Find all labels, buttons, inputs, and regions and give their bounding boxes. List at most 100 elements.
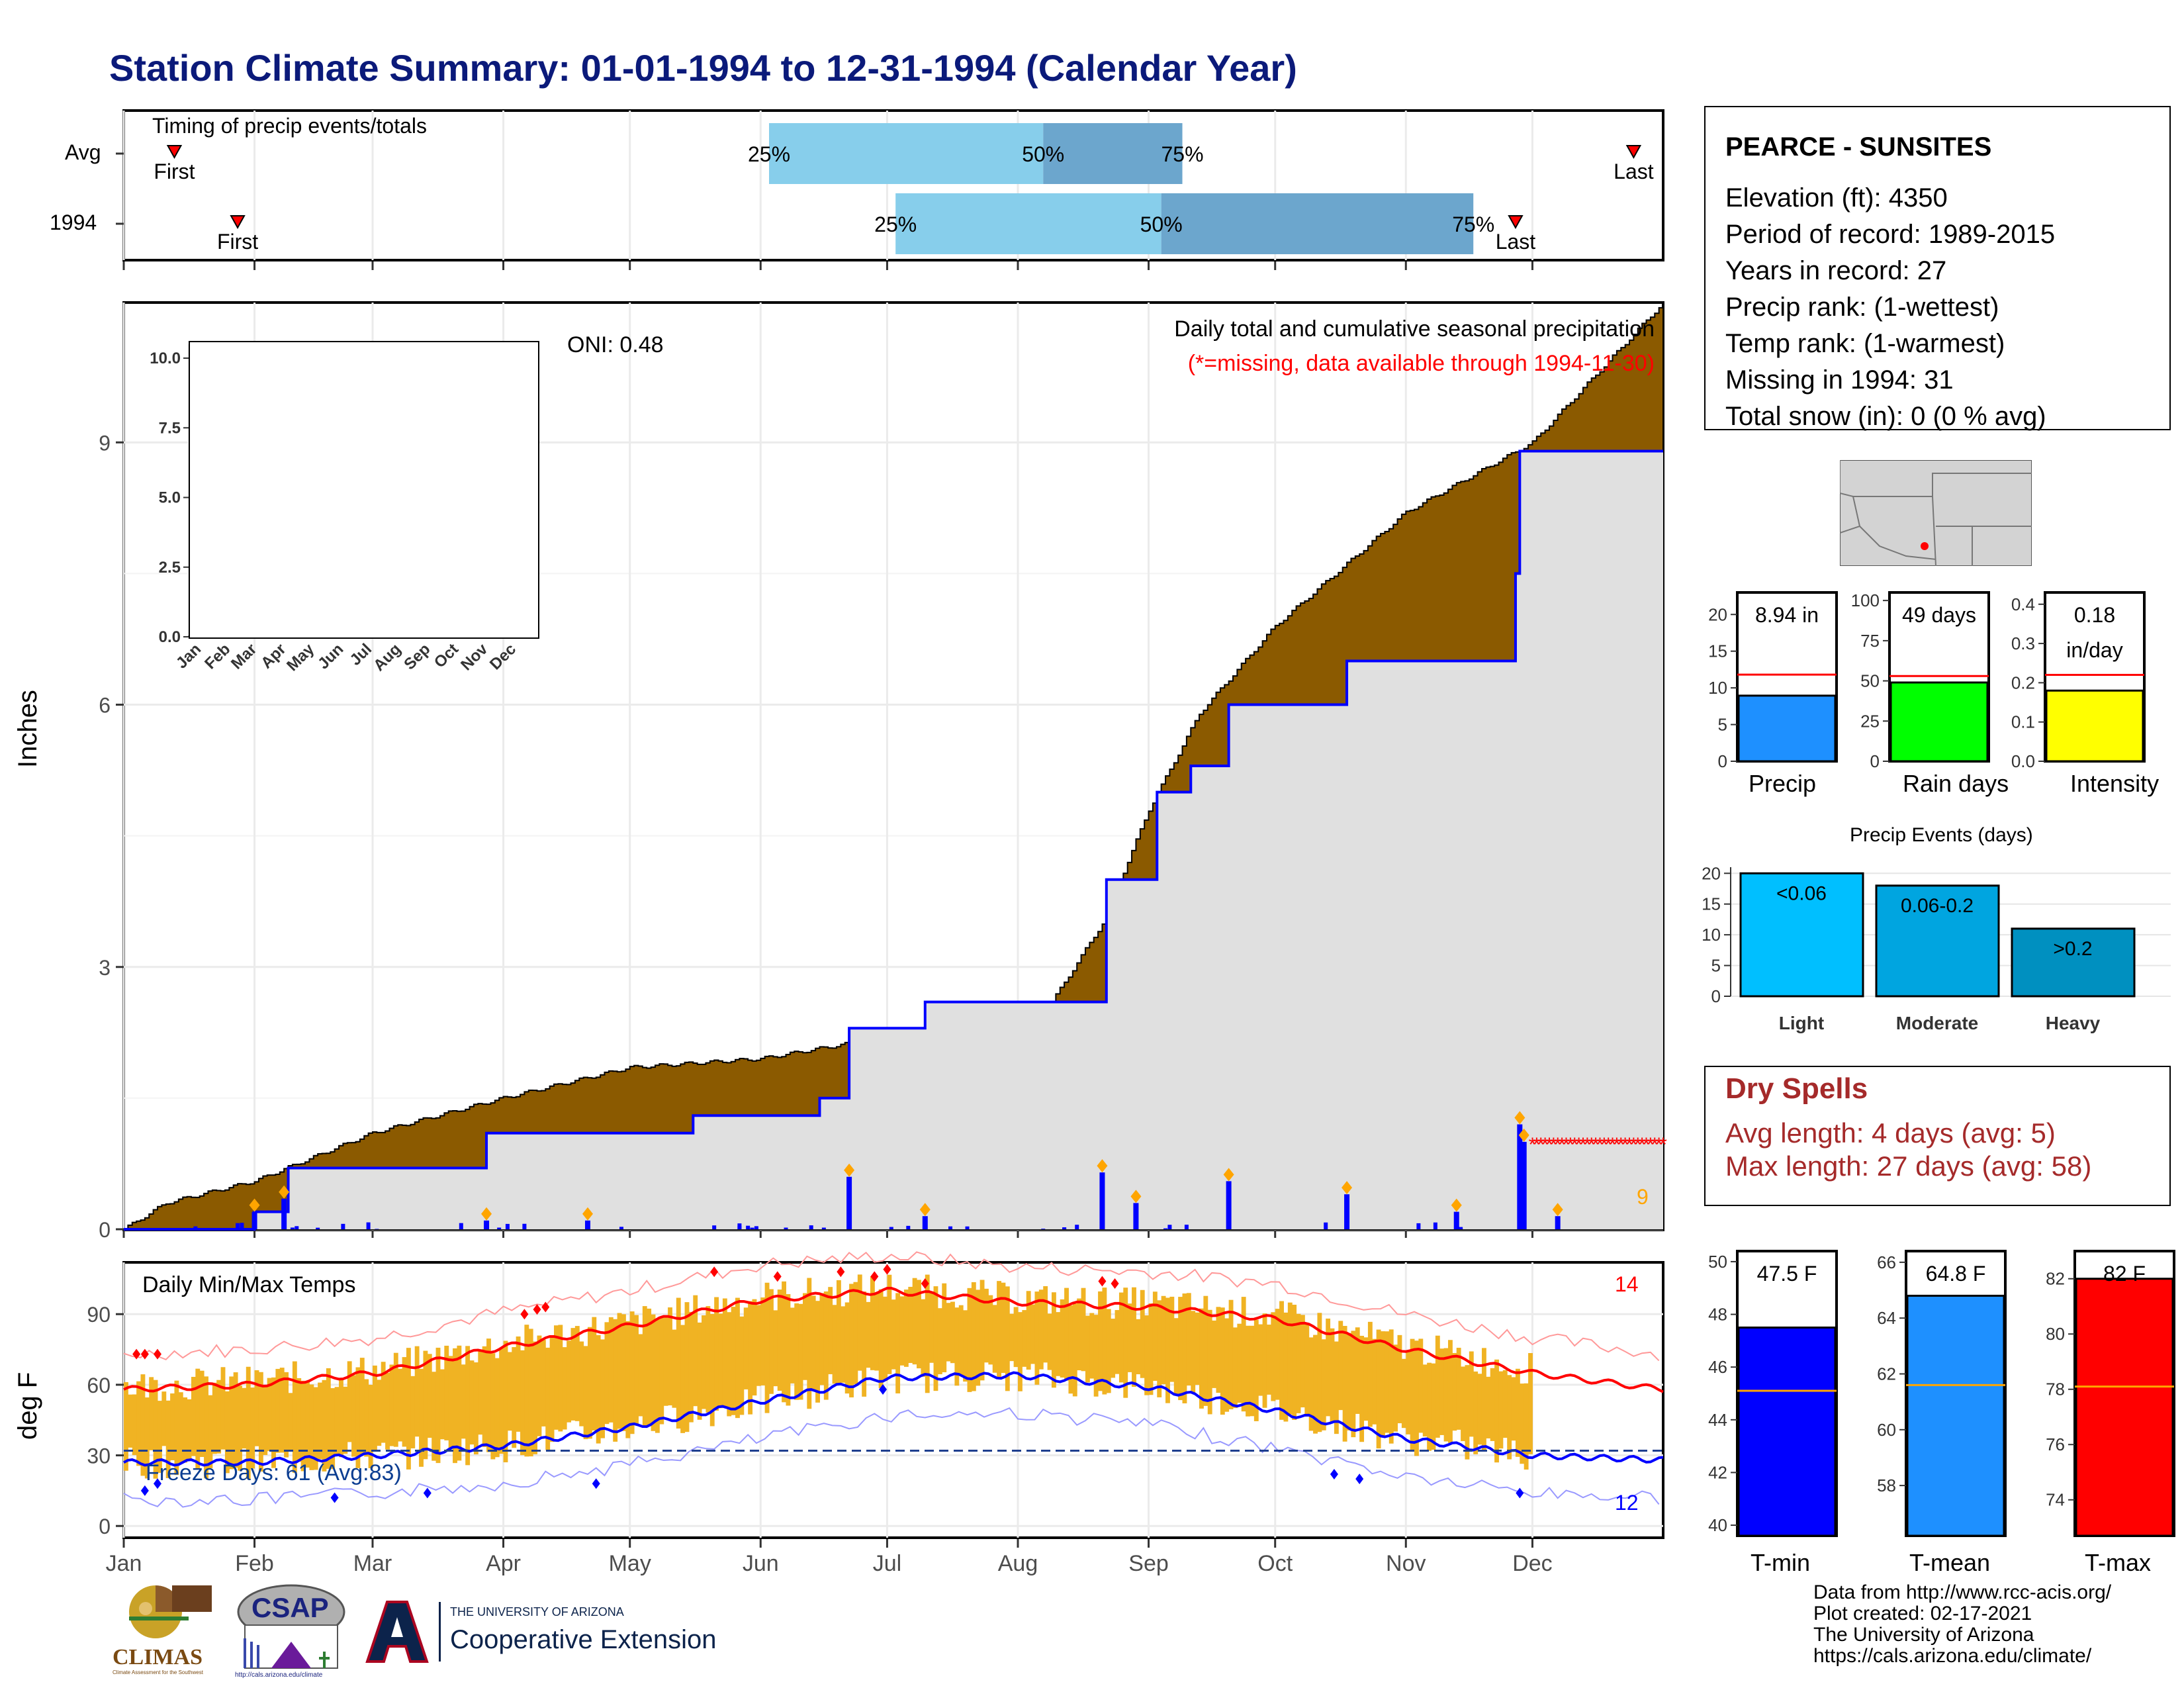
freeze-days: Freeze Days: 61 (Avg:83) — [146, 1460, 402, 1485]
daily-temp-bar — [1427, 1362, 1432, 1451]
daily-temp-bar — [503, 1340, 508, 1463]
daily-temp-bar — [714, 1297, 719, 1411]
daily-temp-bar — [782, 1281, 786, 1403]
daily-temp-bar — [224, 1391, 230, 1474]
daily-temp-bar — [697, 1322, 702, 1420]
record-high-marker — [837, 1266, 845, 1278]
ua-bottom-text: Cooperative Extension — [450, 1625, 717, 1654]
daily-temp-bar — [1115, 1310, 1120, 1374]
daily-temp-bar — [883, 1296, 887, 1382]
temp-bar-ytick-label: 74 — [2046, 1490, 2065, 1510]
temp-summary-bars: 40 42 44 46 48 50 47.5 F 58 60 62 64 66 64.8 F 74 76 78… — [1708, 1250, 2175, 1537]
daily-precip-bar — [948, 1226, 953, 1229]
daily-temp-bar — [895, 1293, 901, 1393]
location-map — [1840, 460, 2032, 566]
events-bar — [1875, 884, 2000, 998]
daily-temp-bar — [1372, 1338, 1377, 1425]
temp-bar-ytick-label: 80 — [2046, 1324, 2065, 1344]
missing-marker: * — [1659, 1134, 1667, 1156]
daily-temp-bar — [908, 1286, 913, 1363]
timing-first-label: First — [217, 230, 258, 254]
timing-p75-label: 75% — [1452, 212, 1494, 236]
daily-temp-bar — [997, 1281, 1002, 1378]
temp-ytick-label: 0 — [99, 1515, 111, 1538]
events-title: Precip Events (days) — [1850, 824, 2033, 846]
timing-first-marker — [166, 145, 183, 160]
daily-temp-bar — [1022, 1310, 1027, 1367]
timing-p50-label: 50% — [1140, 212, 1183, 236]
month-label: Feb — [235, 1551, 274, 1575]
daily-precip-bar — [784, 1227, 788, 1229]
daily-temp-bar — [1127, 1303, 1132, 1372]
station-elevation: Elevation (ft): 4350 — [1725, 183, 1948, 212]
mini-ytick-label: 10 — [1708, 678, 1727, 698]
mini-ytick-label: 25 — [1860, 711, 1880, 731]
mini-ytick-label: 0.0 — [2011, 751, 2035, 771]
daily-temp-bar — [967, 1288, 972, 1392]
inset-xtick-label: Nov — [457, 640, 492, 675]
daily-temp-bar — [1381, 1331, 1385, 1436]
daily-temp-bar — [157, 1401, 162, 1474]
daily-temp-bar — [1081, 1288, 1086, 1372]
daily-temp-bar — [296, 1378, 302, 1462]
daily-temp-bar — [1435, 1335, 1440, 1438]
record-low-marker — [1355, 1474, 1364, 1485]
missing-note: (*=missing, data available through 1994-… — [1187, 351, 1655, 376]
month-label: Jun — [743, 1551, 779, 1575]
daily-temp-bar — [722, 1298, 727, 1407]
daily-temp-bar — [216, 1380, 222, 1454]
daily-temp-bar — [1216, 1307, 1221, 1393]
daily-temp-bar — [672, 1329, 677, 1408]
daily-temp-bar — [1199, 1308, 1204, 1409]
daily-precip-bar — [1459, 1227, 1463, 1229]
daily-temp-bar — [1064, 1288, 1069, 1381]
daily-temp-bar — [684, 1302, 690, 1432]
daily-temp-bar — [300, 1380, 306, 1472]
inset-ytick-label: 5.0 — [159, 489, 181, 507]
daily-temp-bar — [1515, 1368, 1520, 1457]
daily-temp-bar — [1017, 1312, 1023, 1391]
missing-marker: * — [1541, 1134, 1549, 1156]
daily-temp-bar — [1422, 1364, 1428, 1437]
daily-precip-bar — [484, 1220, 490, 1229]
events-category-label: Light — [1779, 1013, 1824, 1033]
daily-temp-bar — [461, 1364, 466, 1439]
daily-temp-bar — [887, 1274, 892, 1374]
daily-precip-bar — [922, 1216, 928, 1229]
daily-precip-bar — [1133, 1203, 1139, 1229]
daily-temp-bar — [1136, 1319, 1141, 1375]
daily-temp-bar — [1494, 1359, 1499, 1463]
daily-temp-bar — [629, 1311, 635, 1434]
month-label: Aug — [998, 1551, 1038, 1575]
daily-temp-bar — [212, 1382, 217, 1454]
daily-temp-bar — [1232, 1327, 1238, 1409]
record-high-marker — [1098, 1276, 1107, 1287]
daily-temp-bar — [1279, 1301, 1284, 1420]
temp-bar-ytick-label: 82 — [2046, 1269, 2065, 1289]
record-min-line — [123, 1407, 1660, 1508]
daily-precip-bar — [1416, 1223, 1421, 1229]
event-marker — [1451, 1198, 1462, 1212]
temp-bar-value-tmin: 47.5 F — [1757, 1262, 1817, 1286]
daily-precip-bar — [1167, 1225, 1172, 1229]
csap-cloud-icon — [237, 1584, 345, 1669]
mini-ytick-label: 0 — [1718, 751, 1727, 771]
missing-marker: * — [1554, 1134, 1562, 1156]
month-label: Sep — [1128, 1551, 1169, 1575]
mini-ytick-label: 0.3 — [2011, 633, 2035, 653]
daily-temp-bar — [570, 1328, 576, 1421]
daily-temp-bar — [777, 1289, 782, 1391]
daily-temp-bar — [427, 1354, 432, 1438]
record-high-marker — [883, 1264, 891, 1275]
daily-temp-bar — [574, 1326, 580, 1421]
daily-temp-bar — [140, 1374, 146, 1476]
timing-bar-25-50 — [895, 193, 1161, 254]
record-high-marker — [773, 1271, 782, 1282]
inset-panel — [189, 341, 539, 639]
daily-temp-bar — [402, 1357, 407, 1447]
daily-temp-bar — [1326, 1318, 1331, 1417]
daily-temp-bar — [600, 1339, 605, 1438]
daily-temp-bar — [309, 1384, 314, 1470]
daily-temp-bar — [841, 1306, 846, 1383]
daily-temp-bar — [942, 1283, 947, 1373]
